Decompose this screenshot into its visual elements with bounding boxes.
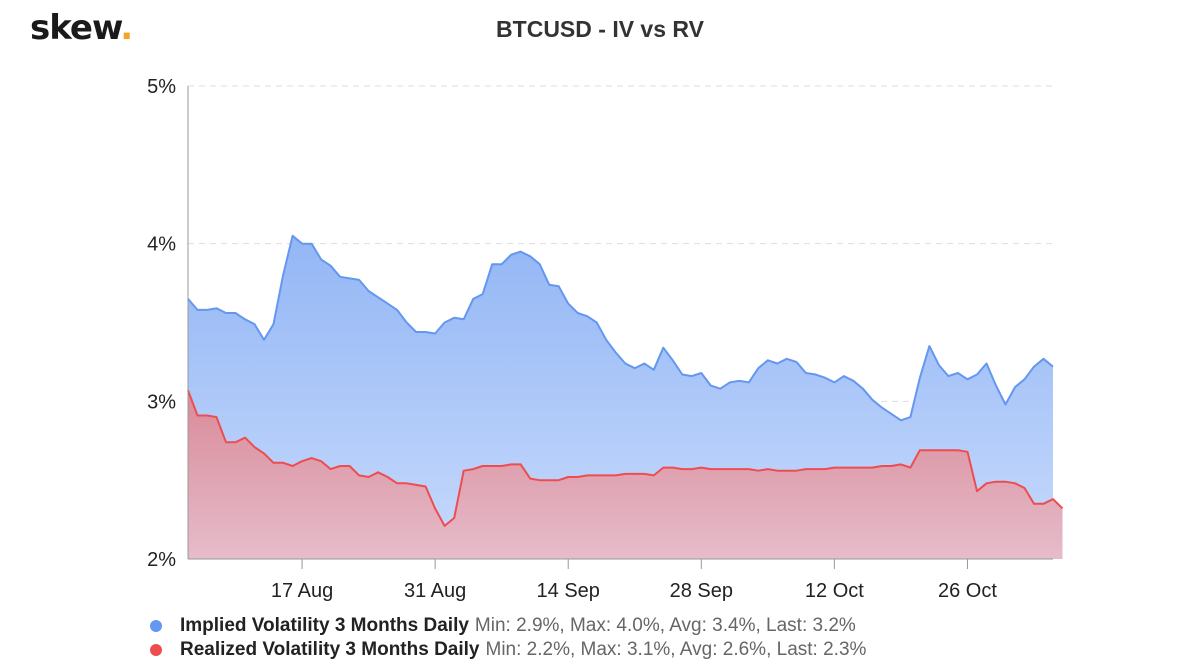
x-tick-label: 17 Aug	[271, 580, 333, 602]
axes: 2% 3% 4% 5% 17 Aug 31 Aug 14 Sep 28 Sep 12 Oct 26…	[147, 76, 1053, 602]
legend-marker-icon	[150, 620, 162, 632]
series-lines	[187, 234, 1064, 527]
x-tick-label: 26 Oct	[938, 580, 997, 602]
y-tick-label: 5%	[147, 76, 176, 98]
x-tick-label: 31 Aug	[404, 580, 466, 602]
realized-volatility-line[interactable]	[187, 389, 1064, 527]
y-tick-label: 4%	[147, 234, 176, 256]
logo-dot: .	[120, 8, 133, 48]
chart-legend: Implied Volatility 3 Months Daily Min: 2…	[150, 614, 866, 662]
series-areas	[188, 235, 1063, 560]
legend-item-realized-volatility[interactable]: Realized Volatility 3 Months Daily Min: …	[150, 638, 866, 662]
legend-item-implied-volatility[interactable]: Implied Volatility 3 Months Daily Min: 2…	[150, 614, 866, 638]
legend-series-stats: Min: 2.2%, Max: 3.1%, Avg: 2.6%, Last: 2…	[485, 639, 867, 660]
implied-volatility-line[interactable]	[187, 234, 1054, 422]
x-tick-label: 14 Sep	[537, 580, 600, 602]
chart-title: BTCUSD - IV vs RV	[496, 16, 704, 42]
legend-series-name: Realized Volatility 3 Months Daily	[180, 639, 480, 660]
y-tick-label: 2%	[147, 549, 176, 571]
x-tick-label: 12 Oct	[805, 580, 864, 602]
legend-marker-icon	[150, 644, 162, 656]
skew-logo: skew.	[30, 8, 133, 48]
x-tick-label: 28 Sep	[670, 580, 733, 602]
legend-series-name: Implied Volatility 3 Months Daily	[180, 615, 469, 636]
chart-plot-area: 2% 3% 4% 5% 17 Aug 31 Aug 14 Sep 28 Sep 12 Oct 26…	[147, 76, 1064, 602]
logo-text: skew	[30, 8, 121, 48]
y-tick-label: 3%	[147, 391, 176, 413]
legend-series-stats: Min: 2.9%, Max: 4.0%, Avg: 3.4%, Last: 3…	[474, 615, 856, 636]
